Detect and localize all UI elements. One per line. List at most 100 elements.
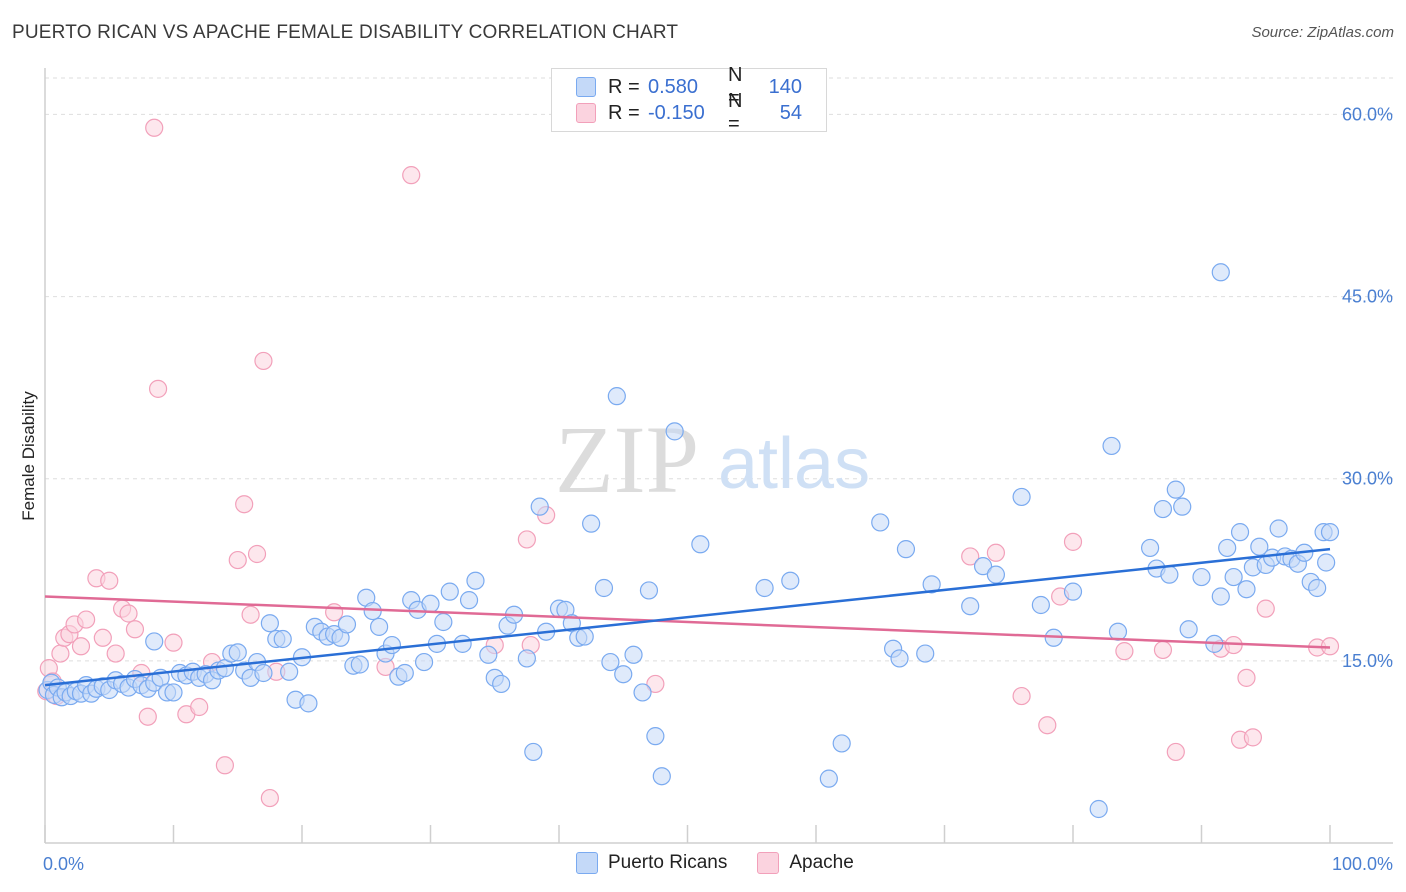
puerto-rican-point [1211,587,1230,606]
puerto-rican-point [1317,553,1336,572]
puerto-rican-point [421,594,440,613]
apache-point [51,644,70,663]
legend-r-value: -0.150 [648,101,705,124]
puerto-rican-point [1320,523,1340,542]
apache-point [148,379,168,398]
puerto-rican-point [524,742,543,762]
apache-point [138,707,157,726]
puerto-rican-point [639,581,659,600]
puerto-rican-point [395,663,414,683]
puerto-rican-point [781,571,800,590]
apache-point [1153,640,1173,660]
puerto-rican-point [1237,580,1256,599]
apache-point [235,495,254,514]
apache-point [190,697,209,717]
apache-point [1243,728,1263,747]
puerto-rican-point [1153,499,1173,519]
apache-point [1063,532,1083,551]
puerto-rican-point [1063,582,1083,601]
apache-point [228,550,247,570]
puerto-rican-point [916,644,935,663]
puerto-rican-point [414,652,434,672]
apache-point [402,166,421,185]
correlation-legend: R = 0.580 N = 140 R = -0.150 N = 54 [551,64,827,135]
puerto-rican-points [38,263,1340,819]
legend-n-value: 140 [768,75,802,98]
x-tick-marks [44,825,1331,843]
puerto-rican-point [466,571,485,590]
apache-point [215,756,234,775]
apache-point [71,637,91,656]
legend-label: Puerto Ricans [608,852,728,873]
puerto-rican-point [145,632,164,651]
apache-point [106,644,125,663]
apache-point [646,674,665,694]
legend-r-value: 0.580 [648,75,699,98]
puerto-rican-point [1160,565,1179,584]
apache-point [241,605,260,624]
legend-n-value: 54 [779,101,802,124]
puerto-rican-point [530,497,549,516]
puerto-rican-point [646,727,665,746]
watermark-zip: ZIP [555,406,699,513]
apache-point [325,603,344,622]
puerto-rican-point [337,615,357,634]
apache-point [1038,716,1057,735]
puerto-rican-point [1166,480,1185,499]
apache-point [517,530,536,549]
apache-point [961,547,980,566]
puerto-rican-point [832,734,851,753]
puerto-rican-point [1269,519,1288,538]
y-tick-label: 15.0% [1342,651,1393,671]
legend-r-label: R = [608,101,640,124]
puerto-rican-point [819,769,838,788]
puerto-rican-point [614,665,633,684]
puerto-rican-point [1250,537,1269,556]
legend-swatch-pink [576,103,596,123]
puerto-rican-point [691,535,710,554]
source-label: Source: ZipAtlas.com [1251,24,1394,41]
legend-item-puerto-ricans: Puerto Ricans [576,852,727,874]
puerto-rican-point [492,674,511,694]
puerto-rican-point [1140,538,1160,558]
puerto-rican-point [1211,263,1230,282]
puerto-rican-point [164,683,183,702]
series-legend: Puerto Ricans Apache [576,852,884,874]
puerto-rican-point [1089,799,1108,819]
x-tick-label-max: 100.0% [1332,854,1393,874]
puerto-rican-point [440,582,459,601]
puerto-rican-point [459,591,479,610]
legend-n-label: N = [728,90,743,135]
apache-point [125,620,145,639]
y-tick-label: 30.0% [1342,469,1393,489]
y-tick-labels: 15.0% 30.0% 45.0% 60.0% [1342,104,1393,670]
puerto-rican-point [624,645,643,664]
puerto-rican-point [453,634,472,653]
puerto-rican-point [633,683,652,702]
apache-point [1012,686,1031,706]
puerto-rican-point [607,387,626,406]
puerto-rican-point [1102,436,1121,456]
legend-r-label: R = [608,75,640,98]
legend-item-apache: Apache [757,852,854,874]
x-tick-label-min: 0.0% [43,854,84,874]
apache-point [93,628,112,647]
apache-point [164,633,183,652]
puerto-rican-point [350,655,369,674]
puerto-rican-point [922,575,941,594]
puerto-rican-point [260,614,279,633]
legend-swatch-pink [757,852,780,874]
puerto-rican-point [896,540,916,559]
apache-point [77,610,96,629]
puerto-rican-point [871,513,890,532]
legend-label: Apache [789,852,854,873]
apache-point [254,351,273,371]
legend-row-apache: R = -0.150 N = 54 [576,90,802,135]
chart-title: PUERTO RICAN VS APACHE FEMALE DISABILITY… [12,22,679,43]
puerto-rican-point [601,652,620,672]
apache-point [1115,642,1134,661]
puerto-rican-point [890,649,909,668]
apache-point [260,788,279,808]
puerto-rican-point [280,662,299,681]
y-axis-label: Female Disability [19,391,38,521]
